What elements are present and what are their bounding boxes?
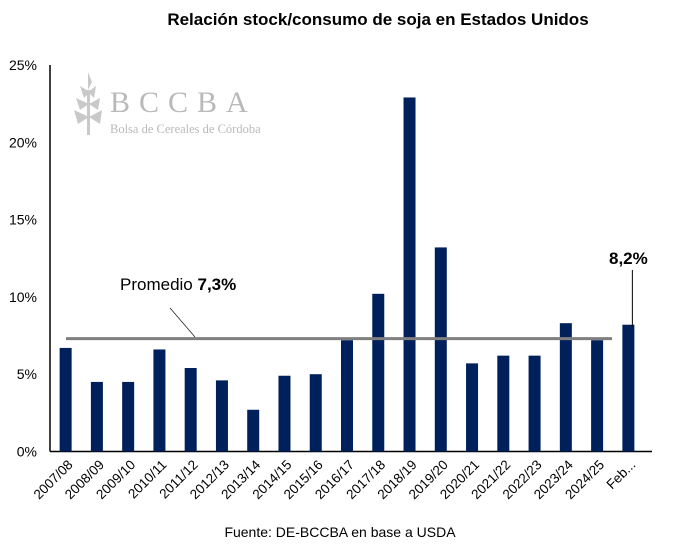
y-tick-label: 25% bbox=[9, 57, 37, 73]
wheat-icon bbox=[74, 72, 102, 135]
bar bbox=[466, 363, 479, 452]
bar bbox=[278, 375, 291, 452]
bar bbox=[497, 355, 510, 452]
bar bbox=[90, 381, 103, 452]
bar bbox=[372, 293, 385, 452]
bar bbox=[403, 97, 416, 452]
average-leader-line bbox=[169, 307, 196, 338]
y-tick-label: 0% bbox=[17, 444, 37, 460]
bar bbox=[309, 374, 322, 452]
y-tick-label: 20% bbox=[9, 134, 37, 150]
bar bbox=[434, 247, 447, 452]
bar bbox=[528, 355, 541, 452]
x-tick-label: Feb... bbox=[603, 457, 638, 492]
chart-title: Relación stock/consumo de soja en Estado… bbox=[167, 10, 588, 29]
y-tick-label: 10% bbox=[9, 289, 37, 305]
average-label-text: Promedio bbox=[120, 275, 197, 294]
y-tick-label: 15% bbox=[9, 212, 37, 228]
logo: BCCBA Bolsa de Cereales de Córdoba bbox=[74, 72, 261, 136]
bar bbox=[559, 323, 572, 452]
average-label-value: 7,3% bbox=[197, 275, 236, 294]
bar bbox=[591, 340, 604, 452]
bar bbox=[247, 409, 260, 452]
bar bbox=[215, 380, 228, 452]
bar bbox=[122, 381, 135, 452]
logo-name: BCCBA bbox=[110, 86, 257, 119]
logo-subtitle: Bolsa de Cereales de Córdoba bbox=[110, 122, 261, 136]
average-label: Promedio 7,3% bbox=[120, 275, 236, 294]
y-tick-label: 5% bbox=[17, 366, 37, 382]
bar bbox=[341, 340, 353, 452]
source-note: Fuente: DE-BCCBA en base a USDA bbox=[224, 524, 456, 540]
last-value-label: 8,2% bbox=[609, 249, 648, 268]
bar bbox=[153, 349, 166, 452]
bar bbox=[59, 347, 72, 452]
bar bbox=[184, 368, 197, 452]
bar bbox=[622, 324, 635, 452]
